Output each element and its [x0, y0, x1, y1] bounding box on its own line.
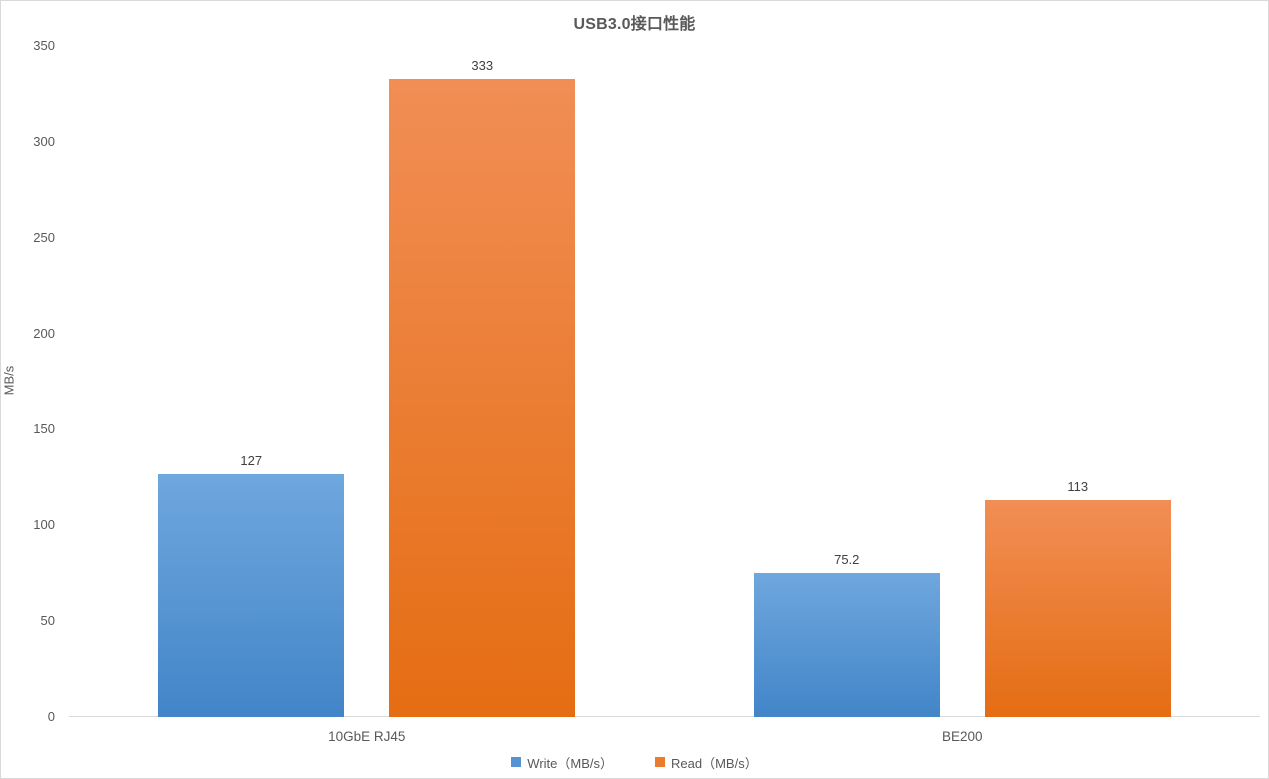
x-category-label: 10GbE RJ45	[328, 729, 406, 744]
legend: Write（MB/s） Read（MB/s）	[1, 752, 1268, 772]
bar-read-10gbe-rj45	[389, 78, 576, 717]
y-tick-label: 100	[33, 517, 55, 533]
legend-item: Read（MB/s）	[655, 753, 758, 772]
x-category-label: BE200	[941, 729, 983, 744]
data-label: 113	[1067, 479, 1089, 495]
y-axis-title: MB/s	[1, 365, 17, 396]
x-axis-line	[69, 716, 1260, 717]
y-tick-label: 50	[40, 613, 55, 629]
bar-read-be200	[984, 500, 1171, 717]
data-label: 75.2	[834, 551, 860, 567]
y-tick-label: 200	[33, 325, 55, 341]
y-tick-label: 300	[33, 133, 55, 149]
plot-area: 127 333 75.2 113	[69, 46, 1260, 717]
data-label: 333	[471, 57, 494, 73]
y-tick-label: 0	[47, 709, 55, 724]
y-tick-label: 350	[33, 38, 55, 53]
y-tick-label: 150	[33, 421, 55, 437]
data-label: 127	[240, 452, 263, 468]
legend-label: Write（MB/s）	[527, 755, 613, 771]
chart-title: USB3.0接口性能	[573, 16, 696, 33]
y-tick-label: 250	[33, 229, 55, 245]
legend-item: Write（MB/s）	[511, 753, 613, 772]
legend-marker-icon	[511, 757, 522, 767]
legend-marker-icon	[655, 757, 665, 767]
bar-write-be200	[753, 572, 940, 717]
legend-label: Read（MB/s）	[671, 755, 758, 771]
bar-write-10gbe-rj45	[158, 473, 345, 717]
